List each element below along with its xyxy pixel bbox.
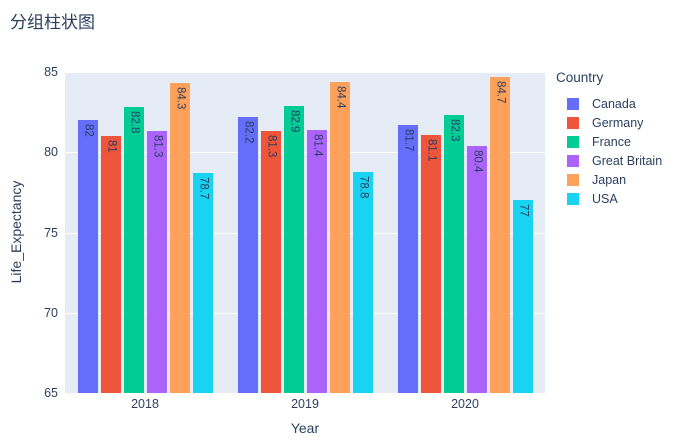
bar-great-britain-2020[interactable]: 80.4 xyxy=(466,145,487,393)
y-tick-label: 70 xyxy=(44,305,58,320)
bar-france-2019[interactable]: 82.9 xyxy=(283,105,304,393)
x-tick-label: 2018 xyxy=(131,397,159,411)
legend-label: Canada xyxy=(592,96,636,111)
bar-value-label: 82.9 xyxy=(288,109,301,133)
bar-value-label: 81.4 xyxy=(311,133,324,157)
bar-value-label: 77 xyxy=(517,204,530,218)
bar-value-label: 82.8 xyxy=(128,111,141,134)
legend-swatch xyxy=(567,173,579,186)
x-axis-title: Year xyxy=(290,420,320,436)
legend-label: France xyxy=(592,134,631,149)
bar-value-label: 78.8 xyxy=(357,175,370,198)
legend-item-japan[interactable]: Japan xyxy=(556,170,662,189)
y-tick-label: 85 xyxy=(44,65,58,79)
bar-value-label: 84.7 xyxy=(494,80,507,104)
bar-value-label: 82.3 xyxy=(448,119,461,142)
legend-swatch xyxy=(567,192,579,205)
bar-value-label: 82 xyxy=(82,124,95,137)
legend-swatch xyxy=(567,97,579,110)
bar-value-label: 82.2 xyxy=(242,120,255,144)
bar-canada-2018[interactable]: 82 xyxy=(77,120,98,393)
chart-title: 分组柱状图 xyxy=(10,13,95,32)
legend-swatch xyxy=(567,135,579,148)
bar-value-label: 81 xyxy=(105,140,118,153)
legend-item-france[interactable]: France xyxy=(556,132,662,151)
bar-value-label: 81.7 xyxy=(402,128,415,152)
x-tick-label: 2019 xyxy=(291,397,319,411)
bar-canada-2020[interactable]: 81.7 xyxy=(397,124,418,393)
bar-usa-2019[interactable]: 78.8 xyxy=(352,171,373,393)
bar-group-2020: 81.7 81.1 82.3 80.4 84.7 77 xyxy=(385,72,545,393)
legend-label: Japan xyxy=(592,172,627,187)
bar-great-britain-2018[interactable]: 81.3 xyxy=(146,131,167,393)
bar-japan-2018[interactable]: 84.3 xyxy=(169,83,190,393)
legend: Country Canada Germany France Great Britain… xyxy=(556,70,662,208)
gridline xyxy=(65,72,545,73)
y-tick-label: 80 xyxy=(44,145,58,160)
x-tick-label: 2020 xyxy=(451,397,479,411)
bar-value-label: 81.3 xyxy=(151,135,164,158)
bar-value-label: 84.3 xyxy=(174,87,187,110)
bar-france-2018[interactable]: 82.8 xyxy=(123,107,144,393)
gridline xyxy=(65,232,545,234)
bar-value-label: 81.3 xyxy=(265,135,278,158)
bar-value-label: 80.4 xyxy=(471,149,484,173)
bar-france-2020[interactable]: 82.3 xyxy=(443,115,464,393)
legend-item-germany[interactable]: Germany xyxy=(556,113,662,132)
legend-swatch xyxy=(567,154,579,167)
gridline xyxy=(65,152,545,154)
y-tick-label: 65 xyxy=(44,386,58,400)
bar-germany-2018[interactable]: 81 xyxy=(100,136,121,393)
bar-usa-2020[interactable]: 77 xyxy=(512,200,533,393)
legend-label: USA xyxy=(592,191,618,206)
legend-label: Great Britain xyxy=(592,153,663,168)
bar-germany-2020[interactable]: 81.1 xyxy=(420,134,441,393)
bar-group-2018: 82 81 82.8 81.3 84.3 78.7 xyxy=(65,72,225,393)
gridline xyxy=(65,312,545,314)
legend-item-canada[interactable]: Canada xyxy=(556,94,662,113)
legend-label: Germany xyxy=(592,115,644,130)
bar-canada-2019[interactable]: 82.2 xyxy=(237,116,258,393)
legend-item-usa[interactable]: USA xyxy=(556,189,662,208)
legend-items: Canada Germany France Great Britain Japan USA xyxy=(556,94,662,208)
bar-value-label: 84.4 xyxy=(334,85,347,109)
bar-value-label: 81.1 xyxy=(425,138,438,161)
bar-japan-2019[interactable]: 84.4 xyxy=(329,81,350,393)
bar-value-label: 78.7 xyxy=(197,177,210,200)
bar-usa-2018[interactable]: 78.7 xyxy=(192,173,213,393)
legend-title: Country xyxy=(556,70,604,85)
plot-area: 82 81 82.8 81.3 84.3 78.7 82.2 81.3 82.9 81.4 84.4… xyxy=(65,72,545,393)
legend-swatch xyxy=(567,116,579,129)
bar-japan-2020[interactable]: 84.7 xyxy=(489,76,510,393)
bar-group-2019: 82.2 81.3 82.9 81.4 84.4 78.8 xyxy=(225,72,385,393)
bar-great-britain-2019[interactable]: 81.4 xyxy=(306,129,327,393)
legend-item-great-britain[interactable]: Great Britain xyxy=(556,151,662,170)
y-tick-label: 75 xyxy=(44,225,58,240)
bar-germany-2019[interactable]: 81.3 xyxy=(260,131,281,393)
